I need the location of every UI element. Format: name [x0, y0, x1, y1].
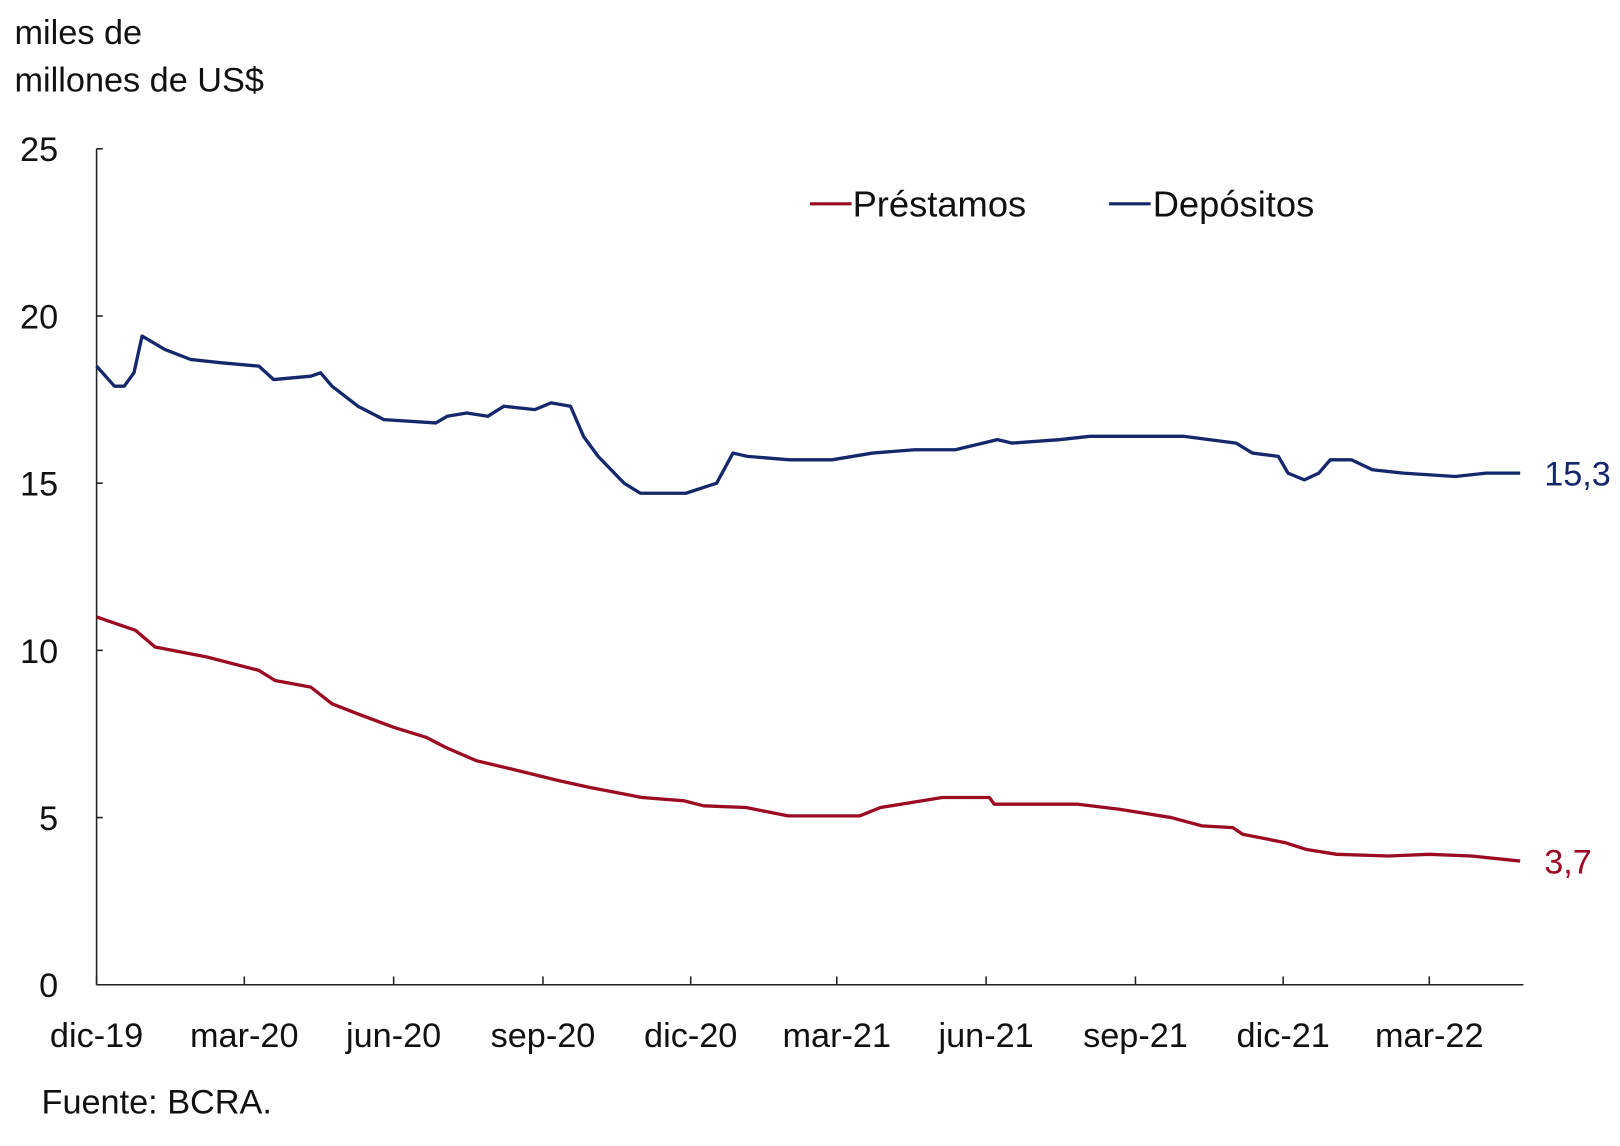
end-label-depositos: 15,3	[1544, 456, 1611, 494]
series-lines: 3,7 15,3	[95, 334, 1611, 881]
legend: Préstamos Depósitos	[810, 183, 1314, 224]
y-tick-label: 20	[20, 298, 58, 336]
x-tick-label: sep-20	[491, 1017, 596, 1055]
x-tick-label: dic-20	[644, 1017, 737, 1055]
legend-label-prestamos: Préstamos	[853, 183, 1027, 224]
x-tick-label: dic-21	[1237, 1017, 1330, 1055]
x-tick-label: sep-21	[1083, 1017, 1188, 1055]
x-tick-label: mar-20	[190, 1017, 298, 1055]
x-tick-label: mar-22	[1375, 1017, 1484, 1055]
axes: 0 5 10 15 20 25 dic-19 mar-20 jun-20 sep-20 dic-20…	[20, 131, 1524, 1055]
y-tick-label: 5	[39, 800, 58, 838]
y-axis-label-line-1: miles de	[15, 14, 143, 52]
legend-label-depositos: Depósitos	[1153, 183, 1315, 224]
end-label-prestamos: 3,7	[1544, 843, 1592, 881]
series-line-prestamos	[96, 615, 1521, 863]
x-tick-label: dic-19	[50, 1017, 143, 1055]
x-tick-label: jun-21	[938, 1017, 1034, 1055]
source-note: Fuente: BCRA.	[42, 1084, 272, 1122]
y-tick-label: 25	[20, 131, 58, 169]
x-tick-label: jun-20	[345, 1017, 441, 1055]
y-axis-label-line-2: millones de US$	[15, 62, 264, 100]
series-line-depositos	[95, 334, 1521, 495]
y-tick-label: 15	[20, 466, 58, 504]
y-tick-label: 0	[39, 967, 58, 1005]
x-tick-label: mar-21	[783, 1017, 891, 1055]
y-tick-label: 10	[20, 633, 58, 671]
